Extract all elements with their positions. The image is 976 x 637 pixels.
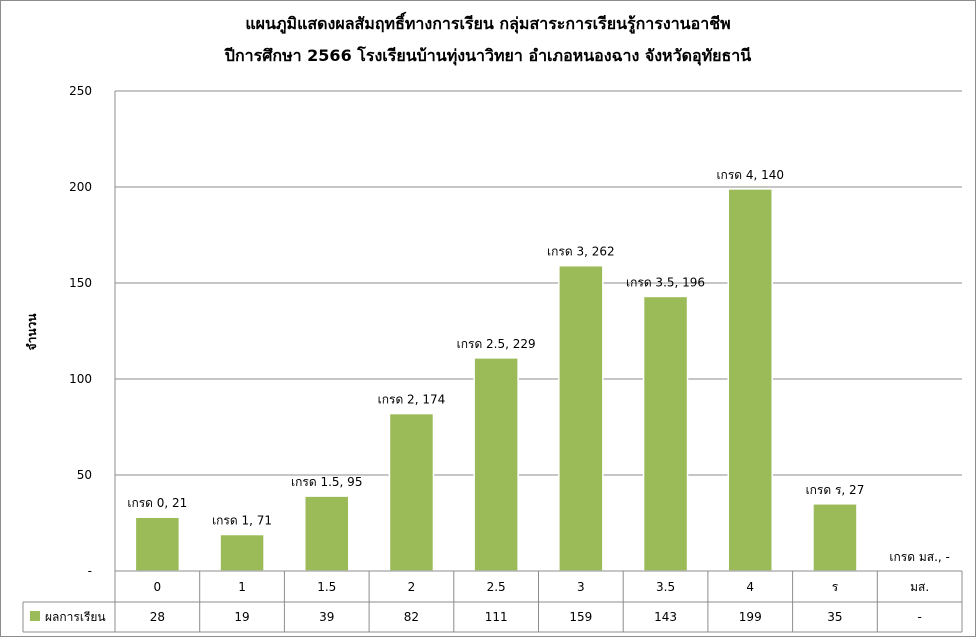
category-label: 1	[238, 580, 246, 594]
data-label: เกรด 2.5, 229	[457, 337, 536, 351]
table-value: 19	[234, 610, 249, 624]
bar	[388, 412, 435, 572]
category-label: ร	[832, 580, 839, 594]
legend-series-name: ผลการเรียน	[45, 610, 106, 624]
bar	[558, 264, 604, 572]
category-label: มส.	[910, 580, 929, 594]
data-label: เกรด 0, 21	[127, 496, 187, 510]
category-label: 2	[408, 580, 416, 594]
data-label: เกรด ร, 27	[806, 483, 865, 497]
table-value: 39	[319, 610, 334, 624]
bar	[219, 533, 265, 572]
gridlines	[115, 90, 962, 476]
y-tick-label: 250	[69, 84, 92, 98]
category-label: 0	[154, 580, 162, 594]
table-value: 199	[739, 610, 762, 624]
data-label: เกรด 1.5, 95	[291, 475, 362, 489]
y-tick-label: 200	[69, 180, 92, 194]
axes: - 50 100 150 200 250	[69, 84, 116, 578]
table-value: -	[917, 610, 921, 624]
category-label: 2.5	[487, 580, 506, 594]
bar	[473, 357, 519, 572]
data-label: เกรด 3.5, 196	[626, 275, 705, 289]
legend-swatch	[30, 611, 40, 621]
chart-title-line-2: ปีการศึกษา 2566 โรงเรียนบ้านทุ่งนาวิทยา …	[224, 46, 752, 65]
data-table: ผลการเรียน 0 28 1 19 1.5 39 2 82 2.5 111 3 159 3.5 143…	[22, 570, 963, 633]
bar	[812, 503, 858, 572]
data-label: เกรด 4, 140	[716, 168, 784, 182]
table-value: 82	[404, 610, 419, 624]
y-axis-label: จำนวน	[25, 313, 39, 351]
data-label: เกรด 2, 174	[378, 393, 446, 407]
table-value: 159	[569, 610, 592, 624]
bar	[134, 516, 181, 572]
category-label: 1.5	[317, 580, 336, 594]
category-label: 4	[746, 580, 754, 594]
category-label: 3.5	[656, 580, 675, 594]
table-value: 143	[654, 610, 677, 624]
y-tick-label: 100	[69, 372, 92, 386]
bar	[642, 295, 689, 572]
table-value: 111	[485, 610, 508, 624]
data-label: เกรด 3, 262	[547, 245, 615, 259]
bar	[304, 495, 350, 572]
bars	[134, 188, 858, 572]
y-tick-label: 150	[69, 276, 92, 290]
chart-title-line-1: แผนภูมิแสดงผลสัมฤทธิ์ทางการเรียน กลุ่มสา…	[245, 14, 731, 33]
table-value: 28	[150, 610, 165, 624]
y-tick-label: 50	[77, 468, 92, 482]
category-label: 3	[577, 580, 585, 594]
data-label: เกรด มส., -	[889, 550, 949, 564]
data-labels: เกรด 0, 21 เกรด 1, 71 เกรด 1.5, 95 เกรด 2, …	[127, 168, 949, 564]
y-tick-label: -	[88, 564, 92, 578]
table-value: 35	[827, 610, 842, 624]
bar	[727, 188, 773, 572]
data-label: เกรด 1, 71	[212, 514, 272, 528]
